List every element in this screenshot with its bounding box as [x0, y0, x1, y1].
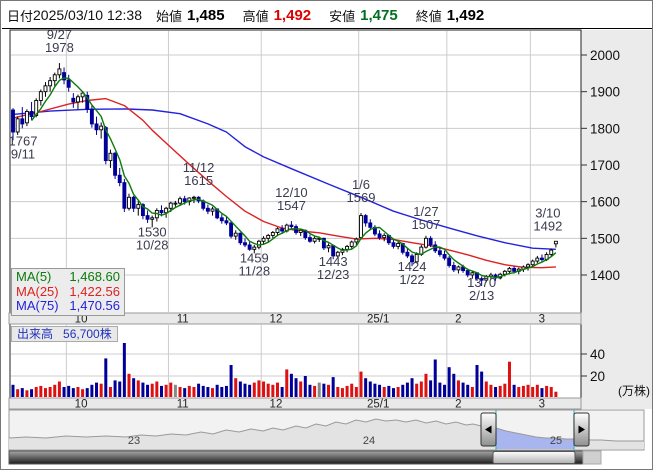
y-axis-label: 1700 [590, 158, 620, 173]
low-label: 安値 [329, 8, 356, 24]
low-value: 1,475 [360, 6, 398, 24]
chart-annotation: 11/28 [238, 263, 270, 278]
month-label: 2 [455, 314, 461, 326]
month-label: 11 [177, 399, 189, 411]
chart-annotation: 1459 [240, 250, 269, 265]
close-value: 1,492 [446, 6, 485, 24]
range-navigator[interactable]: 23 24 25 [8, 409, 645, 451]
y-axis-label: 1500 [590, 231, 620, 246]
chart-annotation: 12/10 [275, 185, 308, 200]
month-label: 2 [455, 399, 461, 411]
close-label: 終値 [415, 8, 442, 24]
ma75-value: 1,470.56 [69, 298, 120, 313]
month-label: 10 [75, 314, 88, 326]
chart-annotation: 9/11 [11, 146, 35, 161]
month-label: 3 [539, 314, 545, 326]
chart-annotation: 10/28 [136, 237, 169, 252]
month-label: 25/1 [367, 314, 389, 326]
volume-axis-label: 20 [590, 369, 605, 384]
right-arrow-icon [578, 425, 585, 434]
chart-annotation: 1767 [9, 133, 38, 148]
chart-annotation: 1547 [277, 198, 306, 213]
chart-annotation: 2/13 [469, 288, 494, 303]
ma5-line [31, 77, 557, 279]
ma75-legend-row: MA(75) 1,470.56 [16, 298, 120, 314]
volume-label-value: 56,700株 [63, 327, 112, 341]
ma25-label: MA(25) [16, 283, 59, 299]
volume-label: 出来高 56,700株 [11, 326, 118, 342]
quote-info-bar: 日付 2025/03/10 12:38 始値 1,485 高値 1,492 安値… [2, 2, 652, 29]
volume-bars [11, 343, 558, 397]
month-label: 10 [75, 399, 88, 411]
ma5-value: 1,468.60 [69, 269, 120, 284]
y-axis-label: 2000 [590, 48, 620, 63]
high-label: 高値 [242, 8, 269, 24]
ma75-label: MA(75) [16, 298, 59, 313]
month-label: 25/1 [367, 399, 389, 411]
y-axis-label: 1900 [590, 85, 620, 100]
chart-annotation: 12/23 [317, 267, 350, 282]
open-label: 始値 [156, 8, 183, 24]
ma25-legend-row: MA(25) 1,422.56 [16, 283, 120, 300]
chart-annotation: 1615 [184, 173, 213, 188]
y-axis-label: 1400 [590, 268, 620, 283]
y-axis-label: 1800 [590, 121, 620, 136]
month-label: 3 [539, 399, 545, 411]
chart-annotation: 1/27 [413, 204, 438, 219]
navigator-year-label: 25 [550, 435, 562, 447]
ma-legend: MA(5) 1,468.60 MA(25) 1,422.56 MA(75) 1,… [11, 268, 125, 316]
scrollbar-track-end [582, 450, 602, 465]
chart-annotation: 1/22 [399, 272, 424, 287]
chart-annotation: 1424 [398, 259, 427, 274]
chart-annotation: 1492 [533, 218, 562, 233]
chart-annotation: 1370 [467, 275, 496, 290]
volume-label-name: 出来高 [17, 327, 54, 341]
chart-annotation: 3/10 [535, 205, 560, 220]
ma25-value: 1,422.56 [69, 283, 120, 299]
chart-annotation: 11/12 [183, 160, 215, 175]
month-label: 12 [270, 399, 283, 411]
left-arrow-icon [485, 425, 492, 434]
month-label: 11 [177, 314, 189, 326]
x-axis-strip: 10 11 12 25/1 2 3 [8, 397, 582, 411]
chart-annotation: 1443 [319, 254, 348, 269]
y-axis-column [581, 30, 652, 409]
volume-unit-label: (万株) [618, 383, 650, 398]
date-label: 日付 [7, 8, 34, 24]
open-value: 1,485 [187, 6, 225, 24]
navigator-year-label: 23 [128, 435, 140, 447]
chart-annotation: 1569 [347, 190, 376, 205]
navigator-year-label: 24 [363, 435, 375, 447]
chart-annotation: 1/6 [352, 177, 370, 192]
chart-annotation: 1530 [138, 224, 167, 239]
high-value: 1,492 [273, 6, 312, 24]
ma5-legend-row: MA(5) 1,468.60 [16, 269, 120, 285]
chart-annotation: 1507 [411, 217, 440, 232]
x-axis-strip: 10 11 12 25/1 2 3 [8, 312, 582, 326]
date-value: 2025/03/10 12:38 [33, 7, 143, 23]
scrollbar-thumb[interactable] [492, 451, 576, 464]
navigator-left-handle[interactable] [480, 412, 497, 447]
chart-annotation: 1978 [45, 40, 74, 55]
chart-annotation: 9/27 [47, 27, 72, 42]
y-axis-label: 1600 [590, 195, 620, 210]
horizontal-scrollbar[interactable] [8, 450, 602, 465]
ma5-label: MA(5) [16, 269, 52, 284]
navigator-right-handle[interactable] [573, 412, 590, 447]
volume-axis-label: 40 [590, 347, 605, 362]
month-label: 12 [270, 314, 283, 326]
